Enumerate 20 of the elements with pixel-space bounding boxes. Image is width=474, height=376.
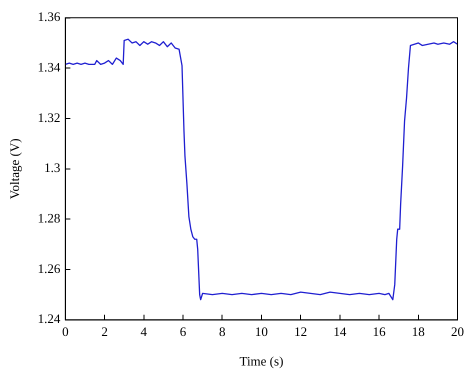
x-tick-label: 14 bbox=[333, 324, 347, 340]
x-tick-label: 20 bbox=[451, 324, 464, 340]
x-tick-label: 18 bbox=[412, 324, 425, 340]
y-tick-label: 1.32 bbox=[38, 110, 60, 125]
x-tick-label: 10 bbox=[254, 324, 268, 340]
x-tick-label: 12 bbox=[294, 324, 308, 340]
x-tick-label: 6 bbox=[180, 324, 187, 340]
x-tick-label: 0 bbox=[62, 324, 69, 340]
y-tick-label: 1.36 bbox=[38, 9, 61, 24]
y-axis-title: Voltage (V) bbox=[7, 138, 22, 200]
x-tick-label: 8 bbox=[218, 324, 226, 340]
y-tick-label: 1.3 bbox=[44, 160, 60, 176]
y-tick-label: 1.24 bbox=[38, 311, 61, 326]
x-axis-title: Time (s) bbox=[239, 354, 284, 369]
y-tick-label: 1.34 bbox=[38, 60, 61, 75]
x-tick-label: 4 bbox=[140, 324, 148, 340]
x-tick-label: 2 bbox=[101, 324, 108, 340]
x-tick-label: 16 bbox=[372, 324, 386, 340]
y-tick-label: 1.28 bbox=[38, 210, 60, 226]
y-tick-label: 1.26 bbox=[38, 260, 61, 276]
